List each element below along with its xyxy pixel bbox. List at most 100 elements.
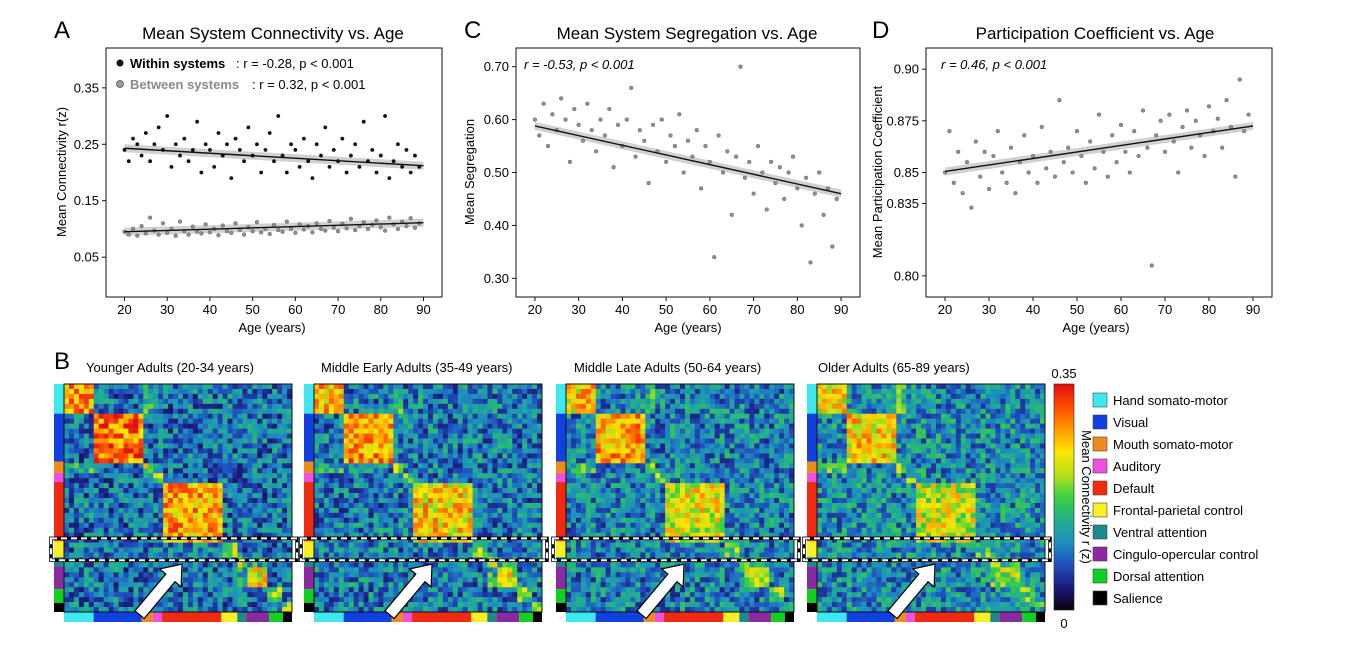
heatmap-cell: [192, 532, 199, 538]
heatmap-cell: [158, 428, 164, 434]
heatmap-cell: [68, 587, 75, 593]
heatmap-cell: [272, 602, 278, 608]
heatmap-cell: [242, 607, 248, 613]
heatmap-cell: [378, 408, 384, 415]
heatmap-cell: [138, 527, 144, 533]
heatmap-cell: [570, 403, 577, 410]
heatmap-cell: [148, 537, 154, 543]
heatmap-cell: [452, 607, 459, 613]
heatmap-cell: [93, 602, 99, 608]
heatmap-cell: [64, 507, 70, 514]
heatmap-cell: [363, 572, 369, 578]
heatmap-cell: [123, 428, 129, 434]
heatmap-cell: [78, 607, 85, 613]
participation-data-point: [1189, 145, 1194, 150]
heatmap-cell: [522, 388, 528, 395]
heatmap-cell: [457, 403, 463, 410]
heatmap-cell: [232, 418, 238, 424]
heatmap-cell: [73, 542, 80, 548]
heatmap-cell: [158, 443, 164, 449]
heatmap-cell: [158, 532, 164, 538]
heatmap-cell: [442, 577, 449, 583]
heatmap-cell: [348, 473, 354, 479]
heatmap-cell: [383, 587, 389, 593]
heatmap-cell: [502, 507, 508, 514]
heatmap-cell: [247, 572, 253, 578]
heatmap-cell: [287, 473, 293, 479]
participation-data-point: [1101, 149, 1106, 154]
heatmap-cell: [507, 607, 513, 613]
heatmap-cell: [472, 602, 478, 608]
heatmap-cell: [282, 532, 288, 538]
heatmap-cell: [348, 468, 354, 474]
segregation-data-point: [611, 165, 616, 170]
heatmap-cell: [123, 547, 129, 553]
heatmap-cell: [272, 388, 278, 395]
panel-letter-c: C: [464, 17, 481, 44]
heatmap-cell: [512, 463, 518, 469]
heatmap-cell: [680, 398, 686, 405]
heatmap-cell: [192, 448, 199, 454]
heatmap-cell: [532, 542, 538, 548]
heatmap-cell: [118, 517, 124, 524]
heatmap-cell: [163, 413, 169, 419]
connectivity-data-point: [237, 148, 242, 152]
heatmap-cell: [764, 408, 770, 415]
heatmap-cell: [507, 468, 513, 474]
heatmap-cell: [363, 453, 369, 459]
heatmap-cell: [257, 488, 263, 494]
heatmap-cell: [272, 478, 278, 484]
heatmap-cell: [704, 393, 711, 400]
heatmap-cell: [314, 537, 320, 543]
heatmap-cell: [398, 433, 404, 439]
heatmap-cell: [252, 582, 258, 588]
heatmap-cell: [403, 408, 409, 415]
heatmap-cell: [418, 473, 424, 479]
heatmap-cell: [212, 393, 218, 400]
heatmap-cell: [247, 602, 253, 608]
heatmap-cell: [237, 493, 243, 499]
heatmap-cell: [323, 408, 330, 415]
heatmap-cell: [143, 423, 149, 429]
connectivity-data-point: [319, 153, 323, 158]
heatmap-cell: [328, 483, 335, 489]
heatmap-cell: [388, 532, 394, 538]
heatmap-cell: [257, 502, 263, 509]
heatmap-cell: [123, 433, 129, 439]
heatmap-cell: [512, 388, 518, 395]
heatmap-cell: [73, 567, 80, 573]
heatmap-cell: [353, 592, 359, 598]
heatmap-cell: [68, 572, 75, 578]
heatmap-cell: [227, 572, 233, 578]
heatmap-cell: [277, 527, 283, 533]
heatmap-cell: [197, 458, 204, 464]
heatmap-cell: [477, 552, 483, 558]
heatmap-cell: [93, 393, 99, 400]
heatmap-cell: [277, 522, 283, 529]
connectivity-data-point: [378, 153, 383, 158]
heatmap-cell: [128, 587, 134, 593]
heatmap-cell: [432, 468, 439, 474]
heatmap-cell: [267, 393, 273, 400]
heatmap-cell: [512, 413, 518, 419]
heatmap-cell: [103, 413, 109, 419]
participation-data-point: [1136, 153, 1141, 159]
heatmap-cell: [437, 597, 444, 603]
heatmap-cell: [482, 542, 488, 548]
heatmap-cell: [338, 542, 345, 548]
heatmap-cell: [282, 418, 288, 424]
heatmap-cell: [635, 393, 641, 400]
heatmap-cell: [262, 577, 268, 583]
heatmap-cell: [153, 507, 159, 514]
heatmap-cell: [333, 532, 340, 538]
heatmap-cell: [192, 512, 199, 519]
heatmap-cell: [373, 602, 379, 608]
connectivity-data-point: [361, 119, 366, 124]
heatmap-cell: [393, 438, 399, 444]
heatmap-cell: [173, 398, 179, 405]
heatmap-cell: [123, 498, 129, 504]
heatmap-cell: [192, 542, 199, 548]
heatmap-cell: [314, 448, 320, 454]
heatmap-cell: [328, 443, 335, 449]
system-strip-left: [556, 384, 566, 414]
